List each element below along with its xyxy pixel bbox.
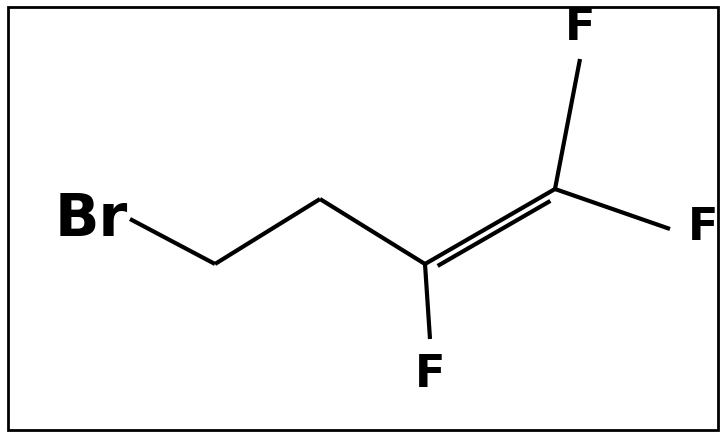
Text: F: F (415, 353, 445, 396)
Text: F: F (565, 7, 595, 49)
Text: Br: Br (55, 191, 129, 248)
Text: F: F (688, 206, 718, 249)
